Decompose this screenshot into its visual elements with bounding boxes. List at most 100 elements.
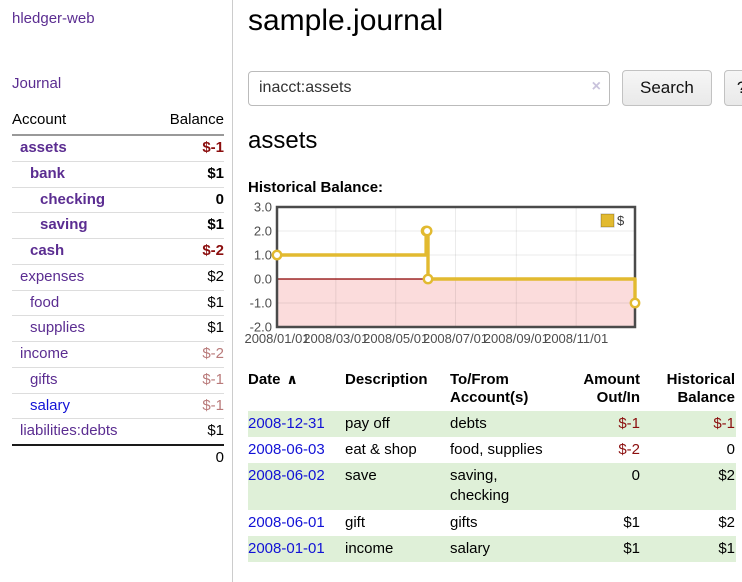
account-name-cell: food [12, 289, 153, 316]
register-amount-cell: $1 [623, 513, 640, 531]
chart-canvas: $3.0 2.0 1.0 0.0 -1.0 -2.02008/01/012008/03/0… [244, 200, 641, 346]
account-name-cell: cash [12, 238, 153, 265]
account-name-cell: salary [12, 392, 153, 419]
y-axis-tick-label: 2.0 [254, 224, 272, 239]
register-header-historical-balance: Historical Balance [648, 370, 736, 411]
transaction-date-link[interactable]: 2008-06-02 [248, 467, 325, 485]
x-axis-tick-label: 2008/01/01 [244, 331, 309, 346]
accounts-total-spacer [12, 444, 153, 469]
register-table: Date ∧ Description To/From Account(s) Amount O… [248, 370, 736, 563]
y-axis-tick-label: -2.0 [250, 320, 272, 335]
account-link-supplies[interactable]: supplies [30, 319, 86, 337]
account-link-saving[interactable]: saving [40, 216, 88, 234]
account-link-gifts[interactable]: gifts [30, 370, 58, 388]
account-balance: $-1 [152, 366, 224, 393]
x-axis-tick-label: 2008/09/01 [484, 331, 549, 346]
page-title: sample.journal [248, 4, 444, 37]
register-accounts-cell: debts [450, 414, 487, 432]
accounts-header-account: Account [12, 106, 153, 136]
sort-ascending-icon: ∧ [286, 371, 298, 387]
negative-region-shading [277, 279, 635, 327]
data-point-marker[interactable] [629, 297, 641, 309]
x-axis-tick-label: 2008/05/01 [363, 331, 428, 346]
account-link-expenses[interactable]: expenses [20, 267, 85, 285]
accounts-header-row: Account Balance [12, 106, 224, 136]
register-description-cell: eat & shop [345, 440, 417, 458]
register-amount-cell: $-1 [618, 414, 640, 432]
register-row: 2008-12-31 pay off debts $-1 $-1 [248, 410, 736, 437]
legend-swatch [600, 213, 615, 228]
y-axis-tick-label: -1.0 [250, 296, 272, 311]
historical-balance-chart[interactable]: $3.0 2.0 1.0 0.0 -1.0 -2.0 2008/01/01 2008/03/0… [244, 200, 742, 349]
account-balance: 0 [152, 186, 224, 213]
help-button[interactable]: ? [723, 70, 742, 106]
register-amount-cell: $1 [623, 539, 640, 557]
register-row: 2008-06-02 save saving, checking 0 $2 [248, 463, 736, 510]
app-title-link[interactable]: hledger-web [12, 10, 95, 27]
account-link-cash[interactable]: cash [30, 242, 65, 259]
register-amount-cell: $-2 [618, 440, 640, 458]
register-balance-cell: 0 [726, 440, 735, 458]
account-link-checking[interactable]: checking [40, 190, 106, 208]
register-header-tofrom-accounts: To/From Account(s) [450, 370, 562, 411]
account-name-cell: saving [12, 212, 153, 239]
account-row: salary $-1 [12, 392, 224, 419]
account-name-cell: expenses [12, 263, 153, 290]
register-row: 2008-06-03 eat & shop food, supplies $-2 0 [248, 437, 736, 463]
account-heading: assets [248, 127, 318, 154]
search-bar: × Search ? [248, 70, 742, 106]
register-header-line: Historical [666, 371, 735, 388]
data-point-marker[interactable] [271, 249, 283, 261]
register-amount-cell: 0 [631, 467, 640, 485]
register-header-amount-outin: Amount Out/In [562, 370, 648, 411]
transaction-date-link[interactable]: 2008-01-01 [248, 539, 325, 557]
account-row: assets $-1 [12, 135, 224, 161]
accounts-total-row: 0 [12, 444, 224, 469]
account-link-liabilities-debts[interactable]: liabilities:debts [20, 422, 118, 440]
x-axis-tick-label: 2008/11/01 [544, 331, 608, 346]
search-button[interactable]: Search [622, 70, 712, 106]
account-name-cell: income [12, 341, 153, 368]
register-date-cell: 2008-12-31 [248, 411, 345, 437]
search-input[interactable] [248, 70, 610, 106]
transaction-date-link[interactable]: 2008-06-01 [248, 513, 325, 531]
register-date-cell: 2008-06-03 [248, 437, 345, 463]
register-header-line: To/From [450, 371, 509, 388]
register-balance-cell: $-1 [713, 414, 735, 432]
account-balance: $1 [152, 315, 224, 342]
register-header-line: Description [345, 371, 428, 388]
register-header-line: Amount [583, 371, 640, 388]
account-name-cell: checking [12, 186, 153, 213]
account-link-food[interactable]: food [30, 293, 60, 311]
y-axis-tick-label: 0.0 [254, 272, 272, 287]
account-balance: $-1 [202, 139, 224, 156]
y-axis-tick-label: 3.0 [254, 200, 272, 215]
account-balance: $-1 [152, 392, 224, 419]
register-description-cell: pay off [345, 414, 390, 432]
account-balance: $1 [152, 289, 224, 316]
clear-search-icon[interactable]: × [591, 77, 601, 95]
account-row: food $1 [12, 289, 224, 316]
account-link-bank[interactable]: bank [30, 164, 66, 182]
register-balance-cell: $2 [718, 467, 735, 485]
transaction-date-link[interactable]: 2008-06-03 [248, 440, 325, 458]
account-row: income $-2 [12, 341, 224, 368]
account-link-income[interactable]: income [20, 345, 69, 362]
account-row: gifts $-1 [12, 366, 224, 393]
register-header-line: Date ∧ [248, 371, 298, 388]
account-name-cell: gifts [12, 366, 153, 393]
register-header-line: Out/In [596, 389, 640, 407]
data-point-marker[interactable] [421, 225, 433, 237]
register-description-cell: income [345, 539, 394, 557]
account-link-assets[interactable]: assets [20, 139, 67, 156]
account-link-salary[interactable]: salary [30, 396, 71, 414]
transaction-date-link[interactable]: 2008-12-31 [248, 414, 325, 432]
account-name-cell: assets [12, 135, 152, 161]
account-row: cash $-2 [12, 238, 224, 265]
journal-nav-link[interactable]: Journal [12, 75, 62, 92]
data-point-marker[interactable] [422, 273, 434, 285]
account-balance: $-2 [152, 238, 224, 265]
register-header-line: Account(s) [450, 389, 529, 407]
register-header-date[interactable]: Date ∧ [248, 370, 345, 411]
register-header-row: Date ∧ Description To/From Account(s) Amount O… [248, 370, 736, 411]
